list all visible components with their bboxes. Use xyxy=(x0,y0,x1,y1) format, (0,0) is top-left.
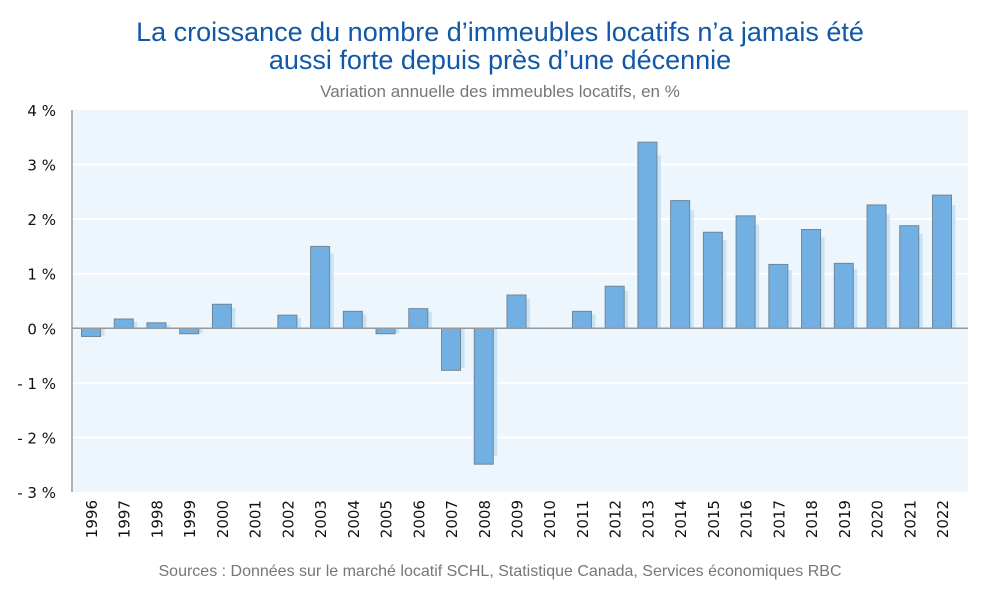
bar xyxy=(506,294,527,329)
bar xyxy=(768,263,789,329)
y-tick-label: 1 % xyxy=(27,266,56,284)
x-tick-label: 1997 xyxy=(116,500,134,538)
bar xyxy=(637,141,658,329)
bar xyxy=(211,303,232,329)
y-tick-label: 0 % xyxy=(27,320,56,338)
x-tick-label: 2016 xyxy=(738,500,756,538)
bar xyxy=(408,308,429,329)
bar xyxy=(473,327,494,465)
bar xyxy=(277,314,298,329)
bar xyxy=(179,327,200,335)
x-tick-label: 2015 xyxy=(705,500,723,538)
x-tick-label: 2022 xyxy=(934,500,952,538)
y-tick-label: 4 % xyxy=(27,102,56,120)
x-tick-label: 2000 xyxy=(214,500,232,538)
x-tick-label: 2008 xyxy=(476,500,494,538)
x-tick-label: 2003 xyxy=(312,500,330,538)
bar xyxy=(735,215,756,329)
x-tick-label: 2021 xyxy=(901,500,919,538)
x-tick-label: 2004 xyxy=(345,500,363,538)
x-tick-label: 2013 xyxy=(639,500,657,538)
bar xyxy=(146,322,167,329)
bar xyxy=(932,194,952,329)
y-tick-label: 2 % xyxy=(27,211,56,229)
x-tick-label: 2007 xyxy=(443,500,461,538)
x-tick-label: 2006 xyxy=(410,500,428,538)
x-tick-label: 2011 xyxy=(574,500,592,538)
x-tick-label: 2017 xyxy=(770,500,788,538)
chart-subtitle: Variation annuelle des immeubles locatif… xyxy=(320,82,680,101)
bar xyxy=(670,200,691,329)
bar xyxy=(801,229,822,329)
y-tick-label: - 3 % xyxy=(17,484,56,502)
bar xyxy=(81,327,101,337)
x-tick-label: 2002 xyxy=(279,500,297,538)
bar xyxy=(441,327,462,371)
bar xyxy=(833,262,854,329)
y-tick-label: 3 % xyxy=(27,157,56,175)
chart-source: Sources : Données sur le marché locatif … xyxy=(158,563,842,580)
bar xyxy=(375,327,396,335)
x-tick-label: 1998 xyxy=(148,500,166,538)
bar xyxy=(604,285,625,329)
bar xyxy=(342,310,363,329)
x-tick-label: 1999 xyxy=(181,500,199,538)
x-tick-label: 2019 xyxy=(836,500,854,538)
x-tick-label: 1996 xyxy=(83,500,101,538)
bar xyxy=(113,318,134,329)
x-tick-label: 2012 xyxy=(607,500,625,538)
y-tick-label: - 1 % xyxy=(17,375,56,393)
x-tick-label: 2014 xyxy=(672,500,690,538)
bar xyxy=(310,245,331,329)
bar xyxy=(702,231,723,329)
x-tick-label: 2009 xyxy=(509,500,527,538)
title-line-2: aussi forte depuis près d’une décennie xyxy=(268,45,732,75)
bar xyxy=(571,310,592,329)
x-tick-label: 2018 xyxy=(803,500,821,538)
x-tick-label: 2010 xyxy=(541,500,559,538)
x-tick-label: 2020 xyxy=(869,500,887,538)
chart-title: La croissance du nombre d’immeubles loca… xyxy=(0,18,1000,74)
bar xyxy=(899,225,920,329)
bar xyxy=(866,204,887,329)
y-tick-label: - 2 % xyxy=(17,429,56,447)
x-tick-label: 2005 xyxy=(378,500,396,538)
x-tick-label: 2001 xyxy=(247,500,265,538)
title-line-1: La croissance du nombre d’immeubles loca… xyxy=(136,17,864,47)
